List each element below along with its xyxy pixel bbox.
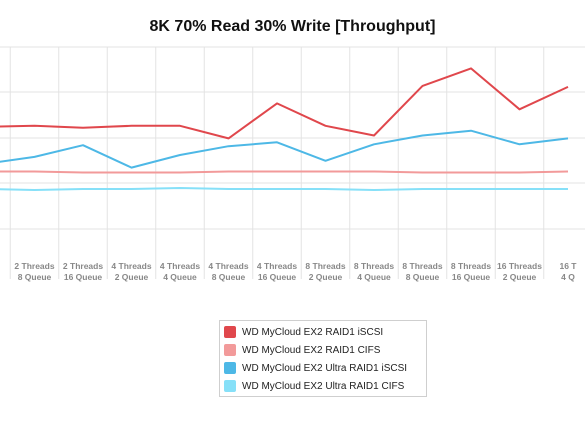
x-tick-label: 4 Q — [561, 272, 575, 282]
x-tick-label: 16 Threads — [497, 261, 542, 271]
legend-label: WD MyCloud EX2 RAID1 CIFS — [242, 344, 381, 356]
x-tick-label: 4 Threads — [111, 261, 151, 271]
x-tick-label: 4 Threads — [257, 261, 297, 271]
legend: WD MyCloud EX2 RAID1 iSCSI WD MyCloud EX2… — [219, 320, 427, 397]
series-lines — [0, 67, 569, 191]
legend-swatch — [224, 380, 236, 392]
legend-label: WD MyCloud EX2 Ultra RAID1 iSCSI — [242, 362, 408, 374]
x-tick-label: 4 Queue — [163, 272, 197, 282]
x-tick-label: 8 Threads — [402, 261, 442, 271]
x-tick-label: 16 Queue — [64, 272, 103, 282]
series-line-3 — [0, 129, 569, 169]
x-tick-label: 8 Threads — [305, 261, 345, 271]
x-tick-label: 16 Queue — [258, 272, 297, 282]
legend-swatch — [224, 326, 236, 338]
x-tick-label: 8 Threads — [451, 261, 491, 271]
series-line-4 — [0, 187, 568, 191]
x-tick-label: 16 T — [559, 261, 577, 271]
x-tick-label: 8 Queue — [406, 272, 440, 282]
x-tick-label: 2 Queue — [503, 272, 537, 282]
series-line-2 — [0, 170, 569, 174]
x-tick-label: 4 Threads — [160, 261, 200, 271]
legend-label: WD MyCloud EX2 RAID1 iSCSI — [242, 326, 384, 338]
x-tick-label: 8 Threads — [354, 261, 394, 271]
chart-title: 8K 70% Read 30% Write [Throughput] — [149, 18, 436, 35]
legend-label: WD MyCloud EX2 Ultra RAID1 CIFS — [242, 380, 405, 392]
legend-swatch — [224, 362, 236, 374]
legend-item[interactable]: WD MyCloud EX2 RAID1 iSCSI — [224, 323, 426, 341]
legend-item[interactable]: WD MyCloud EX2 RAID1 CIFS — [224, 341, 426, 359]
legend-item[interactable]: WD MyCloud EX2 Ultra RAID1 iSCSI — [224, 359, 426, 377]
x-tick-label: 2 Queue — [115, 272, 149, 282]
x-tick-label: 2 Threads — [14, 261, 54, 271]
series-line-1 — [0, 67, 569, 140]
x-tick-label: 2 Threads — [63, 261, 103, 271]
x-tick-label: 4 Threads — [208, 261, 248, 271]
x-tick-label: 8 Queue — [212, 272, 246, 282]
x-tick-label: 8 Queue — [18, 272, 52, 282]
x-tick-label: 16 Queue — [452, 272, 491, 282]
legend-swatch — [224, 344, 236, 356]
legend-item[interactable]: WD MyCloud EX2 Ultra RAID1 CIFS — [224, 377, 426, 395]
grid-lines — [0, 46, 585, 279]
x-tick-label: 2 Queue — [309, 272, 343, 282]
x-tick-label: 4 Queue — [357, 272, 391, 282]
